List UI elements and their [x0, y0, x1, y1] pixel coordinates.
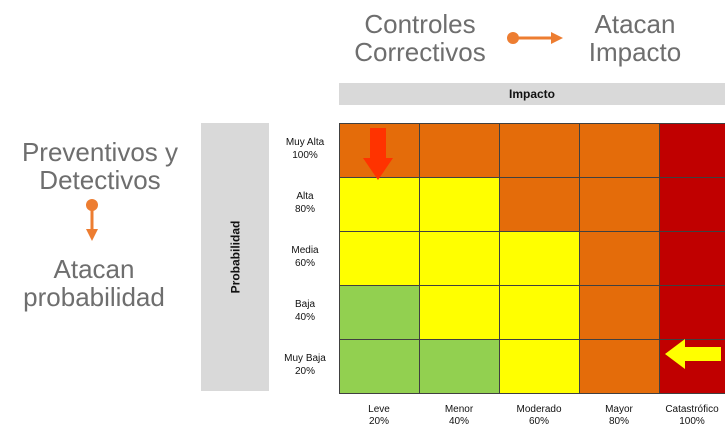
- preventivos-detectivos-title: Preventivos y Detectivos: [0, 138, 200, 194]
- col-label-text: Mayor: [605, 404, 633, 415]
- matrix-cell: [419, 285, 500, 340]
- matrix-cell: [339, 339, 420, 394]
- matrix-cell: [499, 339, 580, 394]
- row-label-text: Media: [291, 245, 319, 256]
- col-label-pct: 80%: [608, 416, 629, 427]
- matrix-cell: [659, 177, 725, 232]
- row-label-pct: 100%: [292, 150, 318, 161]
- row-label-text: Muy Baja: [284, 353, 326, 364]
- matrix-cell: [499, 177, 580, 232]
- col-label-pct: 60%: [528, 416, 549, 427]
- col-label-pct: 100%: [679, 416, 705, 427]
- row-label-media: Media 60%: [275, 244, 335, 270]
- impacto-header-label: Impacto: [508, 87, 555, 101]
- atacan-impacto-title: Atacan Impacto: [570, 10, 700, 66]
- row-label-muy-alta: Muy Alta 100%: [275, 136, 335, 162]
- preventivos-line1: Preventivos y: [21, 137, 179, 167]
- matrix-cell: [579, 177, 660, 232]
- matrix-cell: [659, 231, 725, 286]
- matrix-cell: [579, 231, 660, 286]
- matrix-cell: [419, 123, 500, 178]
- col-label-pct: 40%: [448, 416, 469, 427]
- col-label-moderado: Moderado 60%: [499, 404, 579, 428]
- controles-line2: Correctivos: [354, 37, 486, 67]
- controles-correctivos-title: Controles Correctivos: [340, 10, 500, 66]
- atacan-prob-line1: Atacan: [53, 254, 135, 284]
- matrix-cell: [419, 177, 500, 232]
- row-label-text: Muy Alta: [285, 137, 325, 148]
- col-label-text: Menor: [444, 404, 474, 415]
- matrix-cell: [499, 123, 580, 178]
- matrix-cell: [339, 177, 420, 232]
- col-label-mayor: Mayor 80%: [579, 404, 659, 428]
- atacan-probabilidad-title: Atacan probabilidad: [8, 255, 180, 311]
- row-label-baja: Baja 40%: [275, 298, 335, 324]
- controles-line1: Controles: [364, 9, 476, 39]
- row-label-alta: Alta 80%: [275, 190, 335, 216]
- atacan-impacto-line1: Atacan: [594, 9, 676, 39]
- col-label-pct: 20%: [368, 416, 389, 427]
- col-label-leve: Leve 20%: [339, 404, 419, 428]
- row-label-pct: 80%: [294, 204, 315, 215]
- row-label-muy-baja: Muy Baja 20%: [275, 352, 335, 378]
- row-label-text: Baja: [294, 299, 315, 310]
- yellow-left-arrow-icon: [665, 339, 721, 369]
- red-down-arrow-icon: [363, 128, 393, 180]
- matrix-cell: [499, 285, 580, 340]
- probabilidad-header-label: Probabilidad: [228, 220, 242, 294]
- matrix-cell: [659, 123, 725, 178]
- matrix-cell: [419, 231, 500, 286]
- matrix-cell: [339, 285, 420, 340]
- row-label-text: Alta: [296, 191, 314, 202]
- atacan-prob-line2: probabilidad: [23, 282, 165, 312]
- row-label-pct: 20%: [294, 366, 315, 377]
- matrix-cell: [659, 285, 725, 340]
- col-label-text: Leve: [368, 404, 390, 415]
- col-label-text: Moderado: [516, 404, 562, 415]
- down-arrow-icon: [86, 199, 98, 241]
- impacto-header: Impacto: [339, 83, 725, 105]
- matrix-cell: [419, 339, 500, 394]
- matrix-cell: [339, 231, 420, 286]
- row-label-pct: 60%: [294, 258, 315, 269]
- atacan-impacto-line2: Impacto: [588, 37, 682, 67]
- matrix-cell: [579, 339, 660, 394]
- matrix-cell: [499, 231, 580, 286]
- matrix-cell: [579, 123, 660, 178]
- preventivos-line2: Detectivos: [39, 165, 161, 195]
- col-label-menor: Menor 40%: [419, 404, 499, 428]
- row-label-pct: 40%: [294, 312, 315, 323]
- probabilidad-header: Probabilidad: [201, 123, 269, 391]
- col-label-catastrofico: Catastrófico 100%: [659, 404, 725, 428]
- right-arrow-icon: [507, 32, 563, 44]
- risk-matrix: [339, 123, 725, 394]
- matrix-cell: [579, 285, 660, 340]
- col-label-text: Catastrófico: [665, 404, 719, 415]
